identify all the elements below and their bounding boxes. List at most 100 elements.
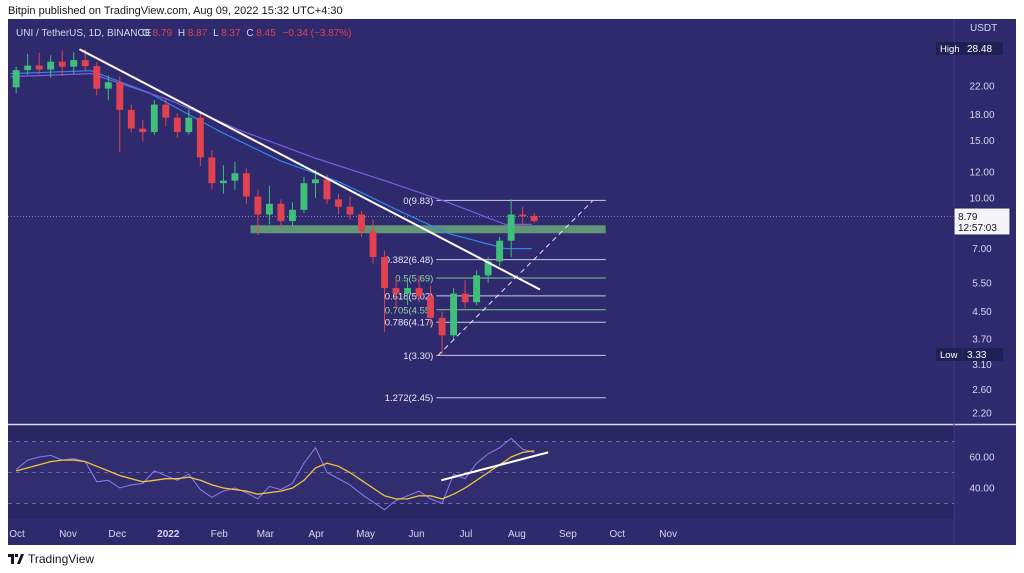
candle-body [24, 65, 32, 71]
candle-body [104, 82, 112, 89]
fib-level-label: 0.5(5.69) [395, 274, 433, 285]
price-tick-label: 7.00 [972, 244, 992, 255]
candle-body [219, 180, 227, 184]
candle-body [173, 117, 181, 133]
descending-trendline [79, 48, 541, 291]
time-tick-label: Jun [409, 529, 425, 540]
candle-body [369, 231, 377, 257]
candle-body [392, 288, 400, 294]
candle-body [70, 60, 78, 67]
candle-body [162, 104, 170, 118]
candle-body [300, 183, 308, 210]
time-tick-label: Mar [257, 529, 275, 540]
price-tick-label: 2.60 [972, 385, 992, 396]
candle-body [519, 214, 527, 217]
time-tick-label: Feb [211, 529, 229, 540]
low-value-badge [963, 348, 1003, 361]
candle-body [358, 214, 365, 232]
high-value: 28.48 [967, 44, 992, 55]
candle-body [196, 117, 204, 158]
rsi-line [15, 437, 535, 511]
close-label: C [246, 28, 253, 39]
high-value-badge [963, 42, 1003, 55]
price-tick-label: 22.00 [969, 82, 994, 93]
candle-body [312, 179, 319, 184]
open-value: 8.79 [153, 28, 173, 39]
candle-body [323, 179, 331, 200]
time-tick-label: Oct [9, 529, 25, 540]
time-tick-label: Aug [508, 529, 526, 540]
candle-body [254, 196, 262, 215]
candle-body [81, 60, 89, 67]
time-tick-label: Oct [609, 529, 625, 540]
candle-body [35, 65, 43, 70]
price-tick-label: 12.00 [969, 168, 994, 179]
candle-body [496, 240, 504, 262]
price-tick-label: 4.50 [972, 307, 992, 318]
candle-body [404, 288, 412, 294]
candle-body [427, 296, 435, 318]
time-tick-label: Nov [59, 529, 77, 540]
fib-level-label: 0.705(4.55) [385, 305, 434, 316]
candle-body [47, 61, 55, 70]
fib-level-label: 0.382(6.48) [385, 255, 434, 266]
price-tick-label: 2.20 [972, 409, 992, 420]
rsi-tick-label: 40.00 [969, 484, 994, 495]
candle-body [58, 61, 66, 67]
fib-level-label: 0.786(4.17) [385, 318, 434, 329]
rsi-tick-label: 60.00 [969, 453, 994, 464]
last-price-badge [953, 207, 1011, 236]
high-value: 8.87 [188, 28, 208, 39]
price-tick-label: 3.70 [972, 335, 992, 346]
candle-body [150, 104, 158, 133]
price-axis-unit: USDT [970, 23, 997, 34]
fib-level-label: 1(3.30) [403, 351, 433, 362]
fib-level-label: 0(9.83) [403, 196, 433, 207]
low-badge [936, 348, 962, 361]
candle-body [450, 293, 458, 336]
price-pane [8, 19, 954, 423]
close-value: 8.45 [256, 28, 276, 39]
fib-level-label: 0.618(5.02) [385, 291, 434, 302]
tradingview-brand[interactable]: TradingView [8, 552, 94, 566]
candle-body [381, 256, 388, 289]
open-label: O [142, 28, 150, 39]
price-tick-label: 5.50 [972, 278, 992, 289]
price-tick-label: 10.00 [969, 193, 994, 204]
time-tick-label: Dec [108, 529, 126, 540]
candle-body [139, 128, 147, 133]
candle-body [127, 109, 135, 129]
low-label: L [213, 28, 219, 39]
candle-body [473, 275, 481, 303]
ohlc-readout: O 8.79 H 8.87 L 8.37 C 8.45 −0.34 (−3.87… [142, 28, 352, 39]
candle-body [335, 199, 342, 207]
fib-level-label: 1.272(2.45) [385, 393, 434, 404]
candle-body [93, 66, 101, 89]
time-tick-label: Sep [559, 529, 577, 540]
candle-body [208, 157, 216, 184]
low-label: Low [940, 350, 958, 361]
high-badge [936, 42, 966, 55]
time-tick-label: Nov [659, 529, 677, 540]
bar-countdown: 12:57:03 [958, 223, 997, 234]
candle-body [461, 293, 469, 303]
candle-body [185, 117, 193, 133]
rsi-ma-line [16, 450, 535, 500]
candle-body [231, 173, 239, 181]
candle-body [265, 203, 273, 215]
support-zone [250, 225, 606, 234]
price-chart[interactable]: 0(9.83) 0.382(6.48) 0.5(5.69) 0.618(5.02) 0.… [8, 19, 1016, 545]
candle-body [116, 82, 124, 110]
rsi-band-fill [8, 441, 954, 504]
symbol-title: UNI / TetherUS, 1D, BINANCE [16, 28, 152, 39]
change-value: −0.34 (−3.87%) [283, 28, 352, 39]
candle-body [277, 203, 285, 222]
low-value: 8.37 [221, 28, 241, 39]
candle-body [438, 317, 446, 336]
candle-body [242, 173, 250, 197]
ascending-support-line [437, 200, 593, 356]
high-label: H [178, 28, 185, 39]
candle-body [415, 288, 423, 297]
chart-area[interactable]: 0(9.83) 0.382(6.48) 0.5(5.69) 0.618(5.02) 0.… [8, 19, 1016, 545]
brand-name: TradingView [28, 552, 95, 566]
